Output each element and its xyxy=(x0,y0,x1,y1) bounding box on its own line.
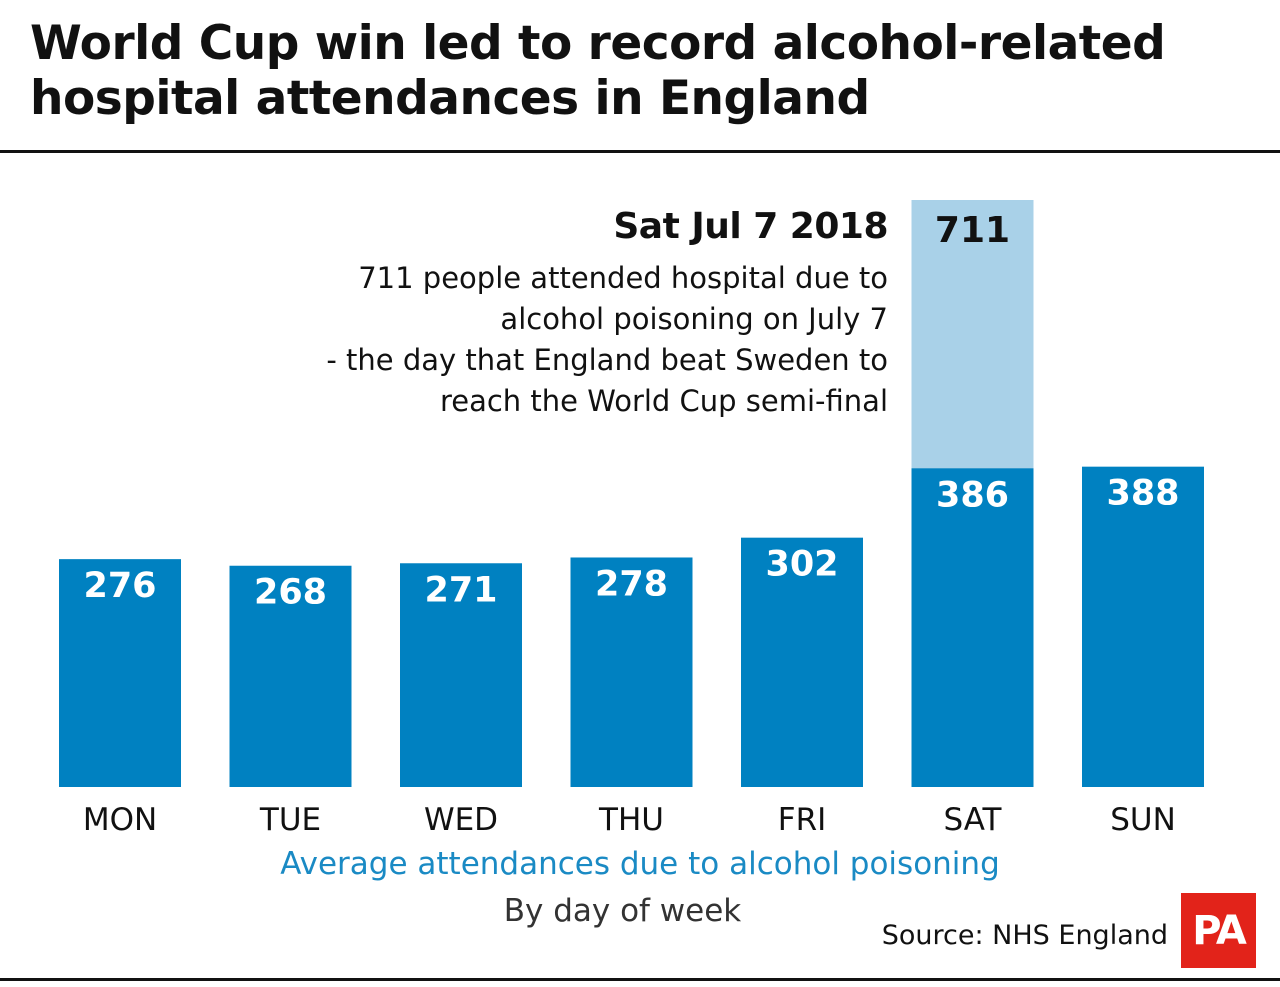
annotation-line: alcohol poisoning on July 7 xyxy=(500,302,888,336)
annotation-title: Sat Jul 7 2018 xyxy=(613,206,888,247)
x-tick-label: WED xyxy=(424,802,498,838)
top-rule xyxy=(0,150,1280,153)
highlight-label: 711 xyxy=(935,210,1010,251)
bar-value-label: 268 xyxy=(254,573,327,613)
bar-sat xyxy=(911,468,1034,787)
bar-sun xyxy=(1082,466,1204,787)
annotation-text: 711 people attended hospital due to alco… xyxy=(248,258,888,422)
pa-logo: PA xyxy=(1181,893,1256,968)
bar-mon xyxy=(59,559,181,787)
chart-subtitle: By day of week xyxy=(503,893,742,929)
x-tick-label: SAT xyxy=(944,802,1003,838)
bar-value-label: 278 xyxy=(595,564,668,604)
x-tick-label: MON xyxy=(83,802,157,838)
annotation-line: reach the World Cup semi-final xyxy=(439,384,888,418)
x-tick-label: TUE xyxy=(259,802,321,838)
bar-tue xyxy=(229,565,352,787)
x-axis-label: Average attendances due to alcohol poiso… xyxy=(280,846,1000,882)
bar-value-label: 388 xyxy=(1106,474,1179,514)
annotation-line: - the day that England beat Sweden to xyxy=(326,343,888,377)
x-tick-label: FRI xyxy=(778,802,827,838)
bar-value-label: 302 xyxy=(765,545,838,585)
bar-wed xyxy=(400,563,522,787)
bar-thu xyxy=(570,557,693,787)
x-tick-label: THU xyxy=(598,802,664,838)
bar-value-label: 276 xyxy=(83,566,156,606)
annotation-line: 711 people attended hospital due to xyxy=(358,261,888,295)
source-note: Source: NHS England xyxy=(881,920,1168,951)
chart-title: World Cup win led to record alcohol-rela… xyxy=(30,16,1166,126)
bar-value-label: 271 xyxy=(424,570,497,610)
bar-value-label: 386 xyxy=(936,475,1009,515)
bottom-rule xyxy=(0,978,1280,981)
bar-fri xyxy=(741,537,863,787)
x-tick-label: SUN xyxy=(1110,802,1176,838)
